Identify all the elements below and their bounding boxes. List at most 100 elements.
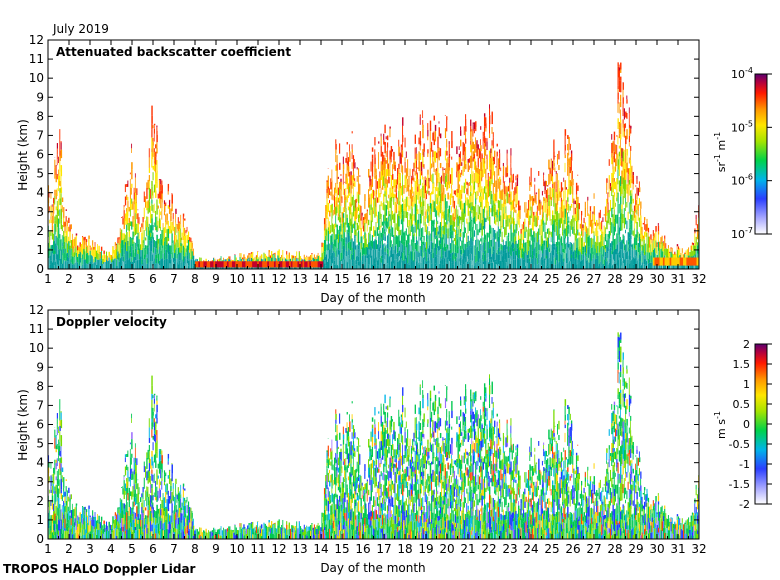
backscatter-cell [433, 219, 435, 225]
backscatter-cell [481, 235, 483, 246]
backscatter-cell [555, 252, 558, 261]
backscatter-cell [432, 220, 434, 225]
backscatter-cell [326, 188, 328, 193]
backscatter-cell [129, 187, 131, 199]
backscatter-cell [422, 128, 424, 139]
backscatter-cell [533, 255, 535, 265]
backscatter-cell [565, 253, 567, 264]
backscatter-cell [637, 263, 639, 269]
backscatter-cell [393, 151, 395, 161]
backscatter-cell [292, 255, 294, 259]
backscatter-cell [494, 171, 496, 178]
backscatter-cell [533, 198, 535, 202]
backscatter-cell [458, 146, 460, 150]
velocity-cell [58, 426, 59, 434]
backscatter-cell [359, 204, 361, 213]
backscatter-cell [378, 198, 380, 203]
backscatter-cell [451, 156, 453, 160]
backscatter-cell [337, 204, 339, 214]
backscatter-cell [622, 263, 624, 269]
velocity-cell [54, 493, 56, 505]
backscatter-cell [400, 154, 403, 158]
backscatter-cell [524, 202, 526, 213]
velocity-cell [111, 529, 113, 533]
backscatter-cell [603, 225, 605, 237]
backscatter-cell [349, 176, 351, 187]
backscatter-cell [347, 264, 349, 269]
backscatter-cell [354, 211, 356, 222]
backscatter-cell [483, 163, 486, 174]
backscatter-cell [93, 262, 95, 269]
backscatter-cell [468, 254, 470, 262]
backscatter-cell [370, 220, 372, 231]
backscatter-cell [167, 191, 169, 195]
backscatter-cell [55, 179, 57, 183]
velocity-cell [118, 509, 120, 515]
backscatter-cell [409, 213, 411, 220]
backscatter-cell [567, 166, 569, 176]
backscatter-cell [123, 210, 125, 219]
backscatter-cell [147, 226, 149, 236]
backscatter-cell [489, 248, 491, 260]
backscatter-cell [326, 250, 328, 262]
backscatter-cell [386, 168, 389, 176]
backscatter-cell [375, 221, 377, 232]
backscatter-cell [625, 217, 627, 225]
backscatter-cell [136, 188, 138, 196]
backscatter-cell [407, 178, 408, 185]
backscatter-cell [559, 191, 562, 198]
backscatter-cell [60, 201, 62, 205]
backscatter-cell [470, 174, 472, 186]
backscatter-cell [307, 256, 309, 261]
backscatter-cell [514, 229, 516, 237]
backscatter-cell [380, 241, 382, 250]
backscatter-cell [54, 195, 56, 205]
backscatter-cell [620, 156, 622, 162]
backscatter-cell [443, 214, 446, 225]
backscatter-cell [468, 165, 470, 170]
backscatter-cell [373, 249, 375, 259]
backscatter-cell [533, 231, 535, 243]
velocity-cell [56, 418, 58, 425]
backscatter-cell [615, 263, 617, 269]
backscatter-cell [509, 193, 511, 198]
backscatter-cell [442, 170, 444, 182]
backscatter-cell [336, 257, 338, 266]
backscatter-cell [466, 256, 468, 262]
backscatter-cell [510, 211, 512, 221]
backscatter-cell [452, 254, 454, 261]
backscatter-cell [555, 174, 557, 182]
velocity-cell [56, 534, 58, 539]
velocity-cell [64, 502, 66, 506]
velocity-cell [114, 512, 116, 516]
backscatter-cell [458, 261, 460, 269]
backscatter-cell [394, 194, 396, 198]
backscatter-cell [359, 218, 361, 230]
backscatter-cell [66, 252, 68, 257]
backscatter-cell [426, 224, 427, 230]
backscatter-cell [432, 186, 434, 195]
backscatter-cell [584, 207, 587, 212]
backscatter-cell [316, 255, 318, 259]
backscatter-cell [612, 214, 614, 224]
velocity-cell [63, 523, 65, 530]
backscatter-cell [626, 162, 628, 173]
backscatter-cell [366, 220, 368, 232]
backscatter-cell [170, 208, 172, 216]
backscatter-cell [471, 168, 473, 175]
backscatter-cell [630, 229, 632, 236]
backscatter-cell [530, 259, 532, 264]
backscatter-cell [156, 245, 158, 253]
backscatter-cell [150, 205, 151, 215]
backscatter-cell [415, 168, 417, 175]
backscatter-cell [530, 181, 532, 187]
backscatter-cell [161, 229, 163, 238]
backscatter-cell [152, 225, 154, 231]
backscatter-cell [365, 238, 367, 247]
velocity-cell [94, 516, 97, 527]
backscatter-cell [636, 175, 638, 180]
backscatter-cell [475, 204, 477, 216]
velocity-cell [92, 533, 94, 539]
backscatter-cell [124, 234, 126, 243]
velocity-cell [54, 486, 56, 491]
